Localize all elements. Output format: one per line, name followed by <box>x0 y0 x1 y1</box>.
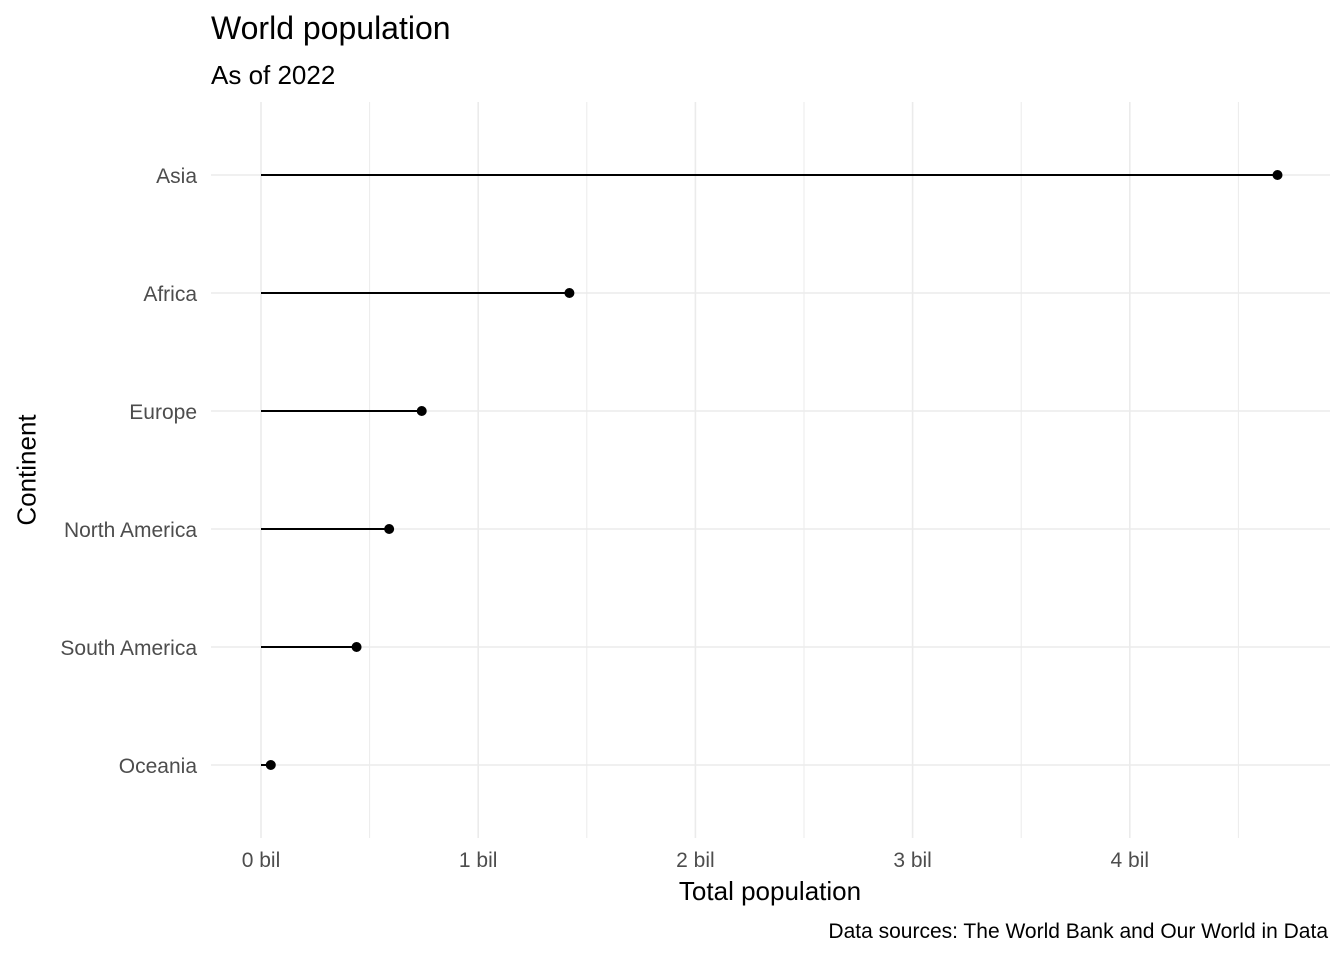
y-tick-label: Africa <box>143 283 197 306</box>
x-axis-label: Total population <box>678 876 862 906</box>
chart-caption: Data sources: The World Bank and Our Wor… <box>828 920 1328 943</box>
chart-subtitle: As of 2022 <box>211 60 336 90</box>
lollipop-point <box>1272 170 1283 180</box>
x-tick-label: 0 bil <box>242 849 281 872</box>
x-tick-label: 3 bil <box>893 849 932 872</box>
y-axis-label: Continent <box>11 414 42 526</box>
x-tick-label: 4 bil <box>1111 849 1150 872</box>
y-tick-label: North America <box>64 519 197 542</box>
lollipop-point <box>265 760 276 770</box>
x-tick-label: 1 bil <box>459 849 498 872</box>
x-tick-label: 2 bil <box>676 849 715 872</box>
y-tick-label: Asia <box>156 165 197 188</box>
y-tick-label: South America <box>60 637 197 660</box>
lollipop-point <box>384 524 395 534</box>
lollipop-point <box>416 406 427 416</box>
lollipop-point <box>351 642 362 652</box>
y-tick-label: Europe <box>129 401 197 424</box>
lollipop-point <box>564 288 575 298</box>
chart-title: World population <box>211 10 451 46</box>
y-tick-label: Oceania <box>119 755 198 778</box>
